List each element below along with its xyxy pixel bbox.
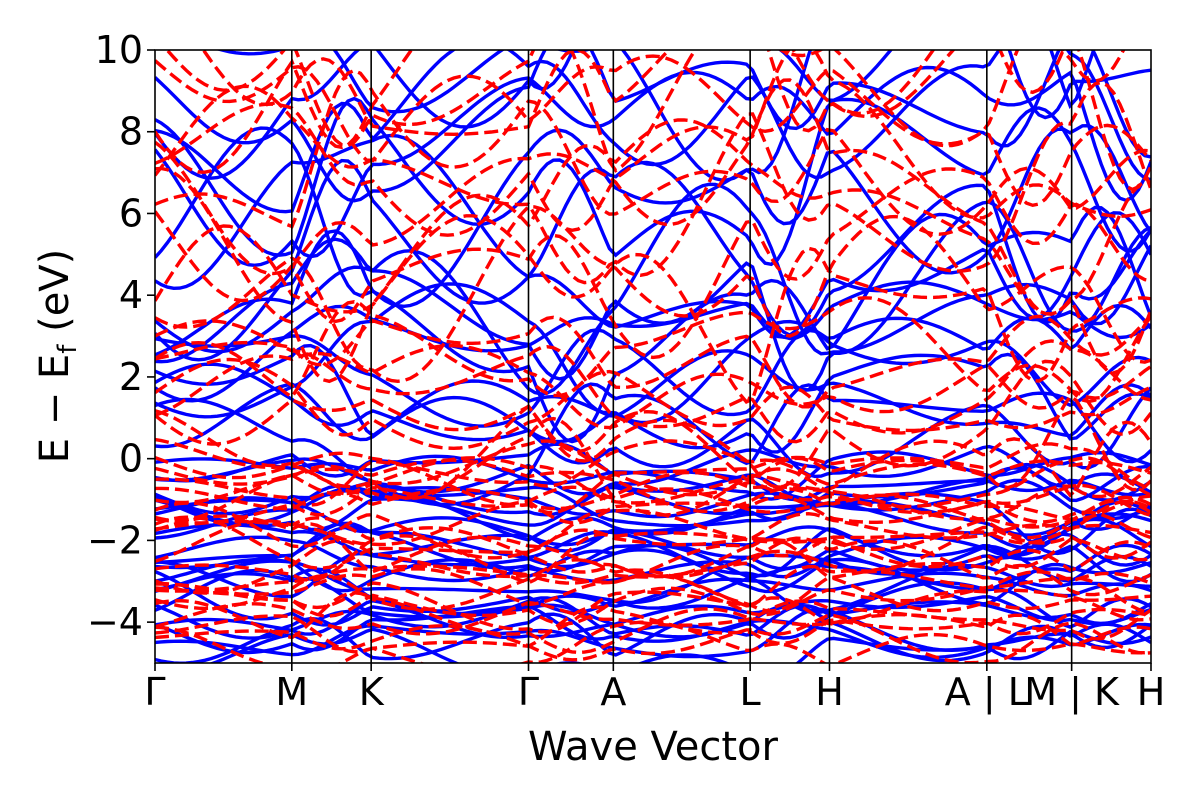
dashed-band xyxy=(155,591,1151,655)
dashed-band xyxy=(155,344,1151,430)
x-tick-label: Γ xyxy=(518,670,539,714)
dashed-band xyxy=(155,359,1151,489)
solid-band xyxy=(215,50,1096,182)
y-tick-label: 8 xyxy=(119,110,143,154)
dashed-band xyxy=(155,599,1151,641)
dashed-band xyxy=(155,537,1151,593)
x-tick-label: M xyxy=(275,670,308,714)
x-tick-label: A xyxy=(600,670,626,714)
solid-band xyxy=(155,595,1151,639)
solid-band xyxy=(155,604,1151,660)
dashed-band xyxy=(155,495,1151,547)
x-tick-label: H xyxy=(1137,670,1166,714)
solid-band xyxy=(155,50,1151,203)
dashed-band xyxy=(155,536,1151,597)
y-tick-label: −4 xyxy=(87,600,143,644)
dashed-band xyxy=(201,50,1020,148)
dashed-band xyxy=(155,68,1151,236)
solid-band xyxy=(155,158,1151,362)
y-tick-label: −2 xyxy=(87,518,143,562)
x-tick-label: A | L xyxy=(945,670,1029,715)
y-axis-label-main: E − E xyxy=(32,354,78,464)
dashed-band xyxy=(155,613,1151,663)
dashed-band xyxy=(155,167,1151,360)
y-axis-label-subscript: f xyxy=(53,344,83,354)
x-tick-label: Γ xyxy=(144,670,165,714)
dashed-band xyxy=(155,499,1151,560)
y-tick-label: 2 xyxy=(119,355,143,399)
y-axis-label-unit: (eV) xyxy=(32,249,78,345)
dashed-band xyxy=(155,439,1151,507)
x-tick-label: M | K xyxy=(1024,670,1120,715)
solid-band xyxy=(155,512,1151,572)
solid-band xyxy=(155,328,1151,428)
dashed-band xyxy=(155,214,1151,404)
solid-band xyxy=(155,123,1151,309)
solid-band xyxy=(155,50,1151,180)
solid-band xyxy=(155,553,1151,606)
x-tick-label: H xyxy=(815,670,844,714)
solid-band xyxy=(155,444,1151,502)
y-tick-label: 6 xyxy=(119,191,143,235)
y-axis-label: E − Ef (eV) xyxy=(32,249,83,464)
dashed-band xyxy=(155,54,1151,208)
dashed-band xyxy=(155,204,1151,384)
bands-group xyxy=(155,50,1151,663)
dashed-band xyxy=(155,470,1151,525)
solid-band xyxy=(155,182,1151,396)
solid-band xyxy=(155,200,1151,393)
y-tick-label: 0 xyxy=(119,437,143,481)
y-tick-label: 4 xyxy=(119,273,143,317)
solid-band xyxy=(155,517,1151,573)
solid-band xyxy=(155,96,1151,267)
dashed-band xyxy=(155,118,1151,384)
solid-band xyxy=(155,352,1151,454)
dashed-band xyxy=(155,394,1151,501)
dashed-band xyxy=(155,581,1151,634)
solid-band xyxy=(155,205,1151,444)
dashed-band xyxy=(155,314,1151,409)
series-dashed-bands xyxy=(155,50,1151,663)
solid-band xyxy=(155,382,1151,507)
solid-band xyxy=(155,343,1151,438)
plot-frame xyxy=(154,49,1152,664)
dashed-band xyxy=(155,357,1151,451)
dashed-band xyxy=(155,319,1151,444)
dashed-band xyxy=(155,456,1151,515)
y-axis: −4 −2 0 2 4 6 8 10 xyxy=(87,28,155,644)
dashed-band xyxy=(155,439,1151,491)
dashed-band xyxy=(155,296,1151,404)
dashed-band xyxy=(155,50,1126,174)
dashed-band xyxy=(155,451,1151,515)
dashed-band xyxy=(155,620,1151,663)
dashed-band xyxy=(155,498,1151,570)
dashed-band xyxy=(155,78,1151,375)
x-tick-label: K xyxy=(359,670,385,714)
y-tick-label: 10 xyxy=(95,28,143,72)
dashed-band xyxy=(155,516,1151,579)
x-axis: Γ M K Γ A L H A | LM | K H xyxy=(144,663,1165,715)
dashed-band xyxy=(155,50,1151,237)
x-tick-label: L xyxy=(740,670,761,714)
dashed-band xyxy=(155,531,1151,585)
dashed-band xyxy=(155,605,1151,654)
dashed-band xyxy=(155,458,1151,523)
high-symmetry-lines xyxy=(291,50,1073,663)
x-axis-label: Wave Vector xyxy=(528,724,779,770)
dashed-band xyxy=(164,50,1151,192)
